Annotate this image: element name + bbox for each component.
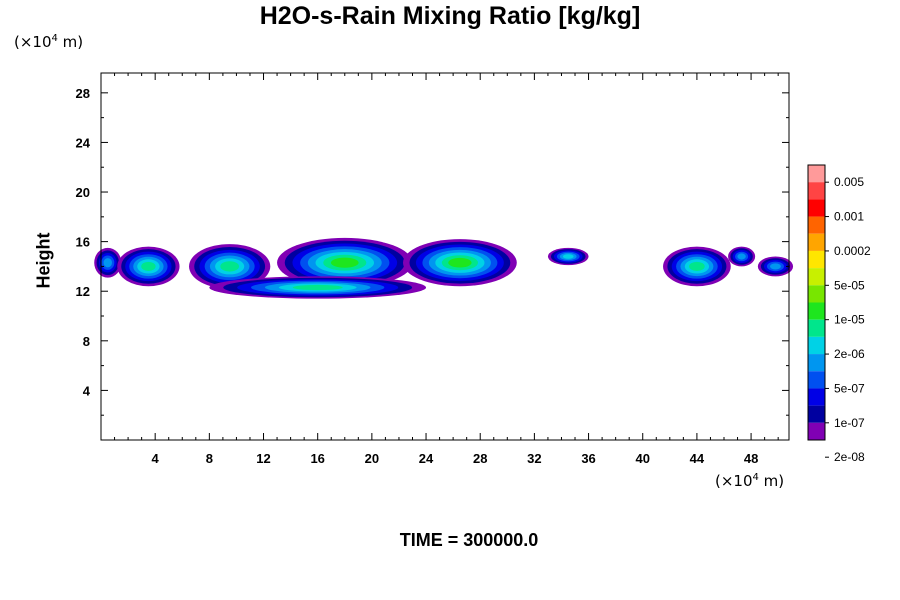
- colorbar-swatch: [808, 336, 825, 355]
- contour-cell: [547, 247, 589, 266]
- contour-cell: [728, 246, 756, 267]
- plot-frame: [100, 72, 790, 441]
- colorbar: 0.005 0.001 0.0002 5e-05 1e-05 2e-06 5e-07 1e-0…: [807, 164, 871, 464]
- contour-cell: [663, 246, 731, 287]
- x-tick-label: 8: [206, 451, 213, 466]
- time-footer: TIME = 300000.0: [399, 530, 539, 550]
- contour-cell: [117, 246, 180, 287]
- contour-band: [769, 263, 781, 270]
- contour-cell: [757, 256, 794, 277]
- x-axis-unit: (×104 m): [715, 472, 785, 490]
- colorbar-label: 1e-05: [834, 313, 865, 327]
- contour-cell: [94, 247, 122, 278]
- contour-band: [330, 257, 359, 268]
- colorbar-label: 0.001: [834, 210, 864, 224]
- x-tick-label: 16: [310, 451, 324, 466]
- contour-band: [448, 257, 472, 268]
- colorbar-label: 0.005: [834, 175, 864, 189]
- colorbar-label: 5e-07: [834, 381, 865, 395]
- y-axis-unit: (×104 m): [14, 33, 84, 51]
- colorbar-swatch: [808, 371, 825, 389]
- colorbar-swatch: [808, 182, 825, 200]
- contour-cell: [189, 244, 271, 289]
- contour-band: [103, 258, 112, 268]
- colorbar-label: 2e-08: [834, 450, 865, 464]
- y-tick-label: 24: [76, 135, 91, 150]
- x-tick-label: 44: [690, 451, 705, 466]
- colorbar-swatch: [808, 250, 825, 269]
- chart-title: H2O-s-Rain Mixing Ratio [kg/kg]: [259, 2, 641, 30]
- y-tick-label: 8: [83, 334, 90, 349]
- contour-band: [141, 261, 156, 271]
- contour-cell: [403, 239, 517, 287]
- colorbar-frame: [807, 164, 826, 441]
- x-tick-label: 36: [581, 451, 595, 466]
- colorbar-label: 1e-07: [834, 416, 865, 430]
- colorbar-swatch: [808, 165, 825, 183]
- colorbar-label: 0.0002: [834, 244, 871, 258]
- colorbar-swatch: [808, 405, 825, 423]
- y-tick-label: 12: [76, 284, 90, 299]
- contour-cell: [277, 237, 413, 288]
- contour-cell: [209, 276, 427, 299]
- y-tick-label: 28: [76, 86, 90, 101]
- colorbar-label: 5e-05: [834, 278, 865, 292]
- y-tick-label: 20: [76, 185, 90, 200]
- contour-band: [292, 284, 343, 291]
- colorbar-swatch: [808, 422, 825, 440]
- contour-band: [689, 261, 705, 271]
- x-tick-label: 32: [527, 451, 541, 466]
- contour-fills: [94, 237, 794, 299]
- colorbar-swatch: [808, 388, 825, 406]
- colorbar-swatch: [808, 285, 825, 303]
- colorbar-swatch: [808, 233, 825, 251]
- x-tick-label: 28: [473, 451, 487, 466]
- colorbar-swatch: [808, 302, 825, 320]
- x-tick-label: 24: [419, 451, 434, 466]
- colorbar-swatch: [808, 199, 825, 217]
- x-tick-label: 48: [744, 451, 758, 466]
- colorbar-swatch: [808, 268, 825, 286]
- y-tick-label: 16: [76, 235, 90, 250]
- colorbar-label: 2e-06: [834, 347, 865, 361]
- contour-band: [562, 254, 574, 259]
- colorbar-swatch: [808, 354, 825, 372]
- y-tick-label: 4: [83, 383, 91, 398]
- x-tick-label: 12: [256, 451, 270, 466]
- colorbar-swatch: [808, 216, 825, 234]
- x-tick-label: 20: [365, 451, 379, 466]
- contour-band: [220, 261, 240, 272]
- colorbar-swatch: [808, 319, 825, 337]
- x-tick-label: 4: [152, 451, 160, 466]
- x-tick-label: 40: [635, 451, 649, 466]
- contour-band: [737, 253, 746, 260]
